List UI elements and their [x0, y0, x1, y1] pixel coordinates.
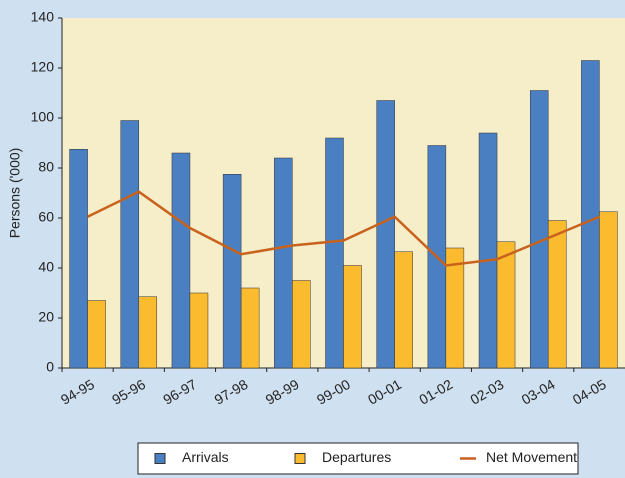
legend-swatch — [294, 453, 306, 464]
x-tick-label: 95-96 — [109, 376, 148, 408]
y-tick-label: 20 — [38, 309, 54, 325]
bar — [120, 120, 140, 369]
y-axis-label: Persons ('000) — [7, 148, 23, 239]
line — [87, 190, 600, 267]
x-tick-label: 96-97 — [160, 376, 199, 408]
y-tick-label: 80 — [38, 159, 54, 175]
x-tick-label: 99-00 — [314, 376, 353, 408]
bar — [496, 241, 516, 369]
x-tick-label: 00-01 — [365, 376, 404, 408]
bar — [325, 137, 344, 369]
legend-label: Net Movement — [486, 449, 577, 465]
x-tick-label: 98-99 — [263, 376, 302, 408]
x-tick-label: 94-95 — [58, 376, 97, 408]
bar — [599, 211, 618, 369]
y-tick-label: 60 — [38, 209, 54, 225]
bar — [445, 247, 465, 369]
legend-label: Arrivals — [182, 449, 229, 465]
legend-swatch — [154, 453, 166, 464]
legend — [137, 442, 579, 475]
bar — [240, 287, 260, 369]
x-tick-label: 02-03 — [467, 376, 506, 408]
x-tick-label: 01-02 — [416, 376, 455, 408]
bar — [69, 149, 88, 369]
bar — [274, 157, 293, 369]
bar — [394, 251, 413, 369]
x-tick-label: 04-05 — [570, 376, 609, 408]
bar — [138, 296, 158, 369]
legend-label: Departures — [322, 449, 391, 465]
y-tick-label: 140 — [31, 9, 55, 25]
bar — [343, 265, 362, 369]
bar — [478, 132, 498, 369]
bar — [189, 292, 209, 369]
bar — [222, 174, 242, 369]
bar — [529, 90, 549, 369]
bar — [547, 220, 567, 369]
y-tick-label: 120 — [31, 59, 55, 75]
bar — [171, 152, 191, 369]
y-tick-label: 40 — [38, 259, 54, 275]
x-tick-label: 97-98 — [211, 376, 250, 408]
bar — [292, 280, 311, 369]
x-tick-label: 03-04 — [519, 376, 558, 408]
bar — [87, 300, 106, 369]
bar — [581, 60, 600, 369]
y-tick-label: 0 — [46, 359, 54, 375]
y-tick-label: 100 — [31, 109, 55, 125]
bar — [376, 100, 395, 369]
